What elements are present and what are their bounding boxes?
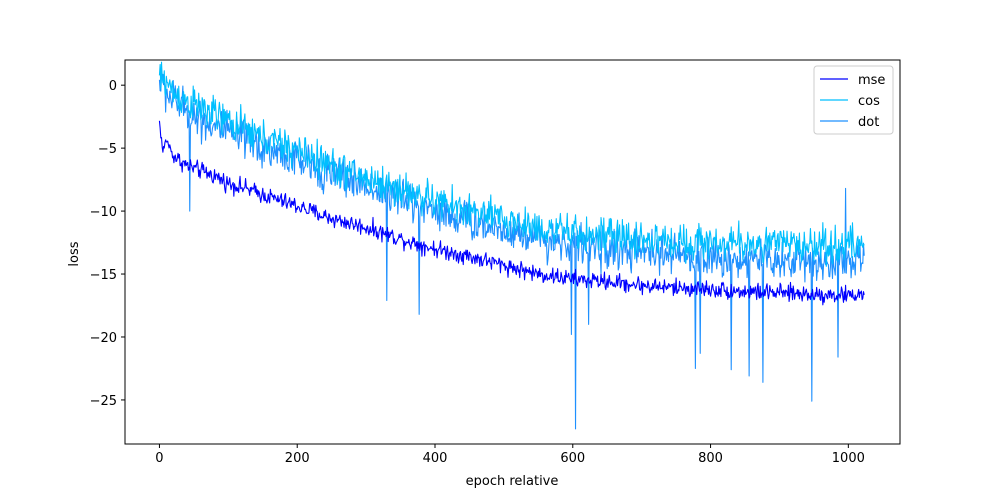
y-tick-label: −20 (90, 331, 117, 346)
legend-label-cos: cos (858, 94, 880, 109)
series-layer (158, 61, 865, 430)
y-tick-label: −5 (98, 142, 117, 157)
legend-label-dot: dot (858, 115, 879, 130)
legend-label-mse: mse (858, 73, 885, 88)
y-axis-label: loss (67, 241, 82, 266)
series-line-mse (158, 120, 865, 306)
y-tick-label: −25 (90, 394, 117, 409)
legend: mse cos dot (813, 65, 894, 135)
x-tick-label: 600 (560, 451, 585, 466)
series-line-cos (158, 61, 865, 267)
axes-layer: 0 200 400 600 800 1000 0 −5 −10 −15 −20 −25 (90, 59, 901, 466)
y-tick-label: −15 (90, 268, 117, 283)
axes-frame (124, 59, 901, 445)
y-tick-label: 0 (109, 79, 117, 94)
x-tick-label: 200 (285, 451, 310, 466)
x-tick-label: 800 (698, 451, 723, 466)
x-tick-label: 400 (423, 451, 448, 466)
x-tick-label: 0 (155, 451, 163, 466)
x-tick-label: 1000 (832, 451, 865, 466)
y-tick-label: −10 (90, 205, 117, 220)
series-line-dot (158, 73, 865, 430)
x-axis-label: epoch relative (466, 474, 559, 489)
legend-box (813, 65, 894, 135)
